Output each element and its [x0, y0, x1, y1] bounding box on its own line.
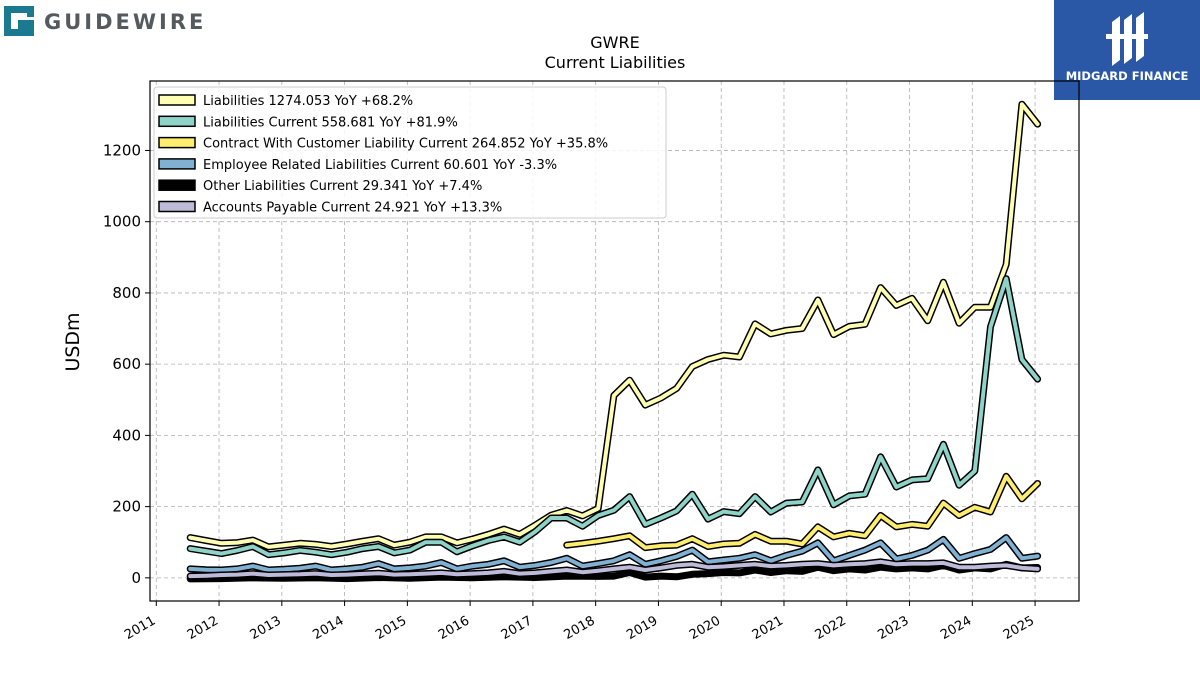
- y-tick-label: 0: [131, 569, 141, 587]
- y-tick-label: 1000: [103, 213, 141, 231]
- legend-swatch: [158, 136, 196, 149]
- series-5: [186, 558, 1042, 580]
- chart-title: GWRE: [590, 33, 639, 52]
- x-tick-label: 2023: [875, 613, 911, 643]
- legend-entry: Contract With Customer Liability Current…: [203, 137, 608, 152]
- legend-swatch: [158, 179, 196, 191]
- legend-swatch: [158, 115, 196, 128]
- y-tick-label: 200: [112, 498, 141, 516]
- y-tick-label: 600: [112, 355, 141, 373]
- legend-swatch: [158, 94, 196, 106]
- x-tick-label: 2020: [687, 613, 723, 643]
- series-line: [188, 559, 1040, 579]
- y-tick-label: 400: [112, 426, 141, 444]
- x-tick-label: 2015: [373, 613, 409, 643]
- y-tick-label: 1200: [103, 141, 141, 159]
- x-tick-label: 2011: [122, 613, 158, 643]
- chart-subtitle: Current Liabilities: [545, 53, 686, 72]
- series-0: [186, 100, 1042, 551]
- x-tick-label: 2025: [1001, 613, 1037, 643]
- legend-box: [153, 86, 667, 219]
- series-lines: [186, 100, 1042, 583]
- x-tick-label: 2024: [938, 613, 974, 643]
- x-tick-label: 2012: [185, 613, 221, 643]
- x-tick-label: 2022: [813, 613, 849, 643]
- legend-entry: Liabilities 1274.053 YoY +68.2%: [203, 94, 413, 109]
- legend-entry: Employee Related Liabilities Current 60.…: [203, 158, 557, 173]
- midgard-logo-mark: [1106, 12, 1148, 66]
- series-4: [186, 560, 1042, 583]
- legend-entry: Other Liabilities Current 29.341 YoY +7.…: [203, 179, 482, 194]
- series-1: [186, 275, 1042, 559]
- guidewire-logo-mark: [4, 6, 34, 36]
- series-line: [564, 474, 1040, 550]
- series-3: [186, 534, 1042, 574]
- legend-entry: Accounts Payable Current 24.921 YoY +13.…: [203, 201, 502, 216]
- legend: Liabilities 1274.053 YoY +68.2% Liabiliti…: [153, 86, 667, 219]
- guidewire-logo-text: GUIDEWIRE: [44, 10, 206, 34]
- series-line: [188, 562, 1040, 581]
- midgard-logo-text: MIDGARD FINANCE: [1066, 69, 1189, 83]
- y-axis-label: USDm: [62, 312, 84, 371]
- plot-frame: [149, 80, 1080, 602]
- legend-swatch: [158, 200, 196, 213]
- x-tick-label: 2017: [499, 613, 535, 643]
- legend-swatch: [158, 158, 196, 170]
- x-tick-label: 2013: [248, 613, 284, 643]
- x-tick-label: 2014: [310, 613, 346, 643]
- y-tick-label: 800: [112, 284, 141, 302]
- series-line: [188, 102, 1040, 549]
- x-tick-label: 2019: [624, 613, 660, 643]
- x-tick-label: 2021: [750, 613, 786, 643]
- series-2: [563, 472, 1042, 552]
- legend-entry: Liabilities Current 558.681 YoY +81.9%: [203, 115, 458, 130]
- x-tick-label: 2018: [562, 613, 598, 643]
- guidewire-logo: GUIDEWIRE: [4, 4, 224, 38]
- series-line: [188, 276, 1040, 557]
- series-line: [188, 535, 1040, 572]
- midgard-finance-logo: MIDGARD FINANCE: [1054, 0, 1200, 100]
- x-tick-label: 2016: [436, 613, 472, 643]
